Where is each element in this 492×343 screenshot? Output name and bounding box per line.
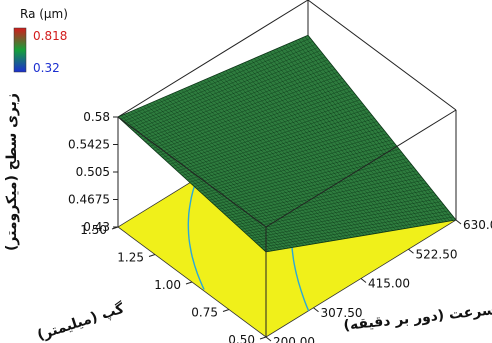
y-tick-label: 1.00 (154, 278, 181, 292)
y-tick-mark (222, 309, 230, 312)
box-edge-front-top-x (265, 109, 457, 228)
y-tick-label: 0.50 (228, 333, 255, 343)
y-tick-mark (259, 336, 267, 340)
y-tick-mark (185, 281, 193, 285)
legend: Ra (µm) 0.818 0.32 (13, 7, 68, 75)
box-edge-back-top (117, 0, 309, 118)
z-axis-title: زبری سطح (میکرومتر) (4, 93, 20, 251)
legend-max-label: 0.818 (33, 29, 67, 43)
y-axis-title: گپ (میلیمتر) (35, 299, 127, 343)
x-tick-mark (455, 219, 462, 225)
z-tick-label: 0.43 (83, 220, 110, 234)
x-axis-title: سرعت (دور بر دقیقه) (343, 302, 492, 334)
x-tick-label: 307.50 (321, 306, 363, 320)
z-tick-label: 0.58 (83, 110, 110, 124)
z-tick-label: 0.4675 (68, 193, 110, 207)
tick-marks: 200.00 307.50 415.00 522.50 630.00 0.50 0.75 1.… (68, 110, 492, 343)
y-tick-label: 1.50 (80, 223, 107, 237)
response-surface (117, 34, 457, 253)
x-tick-label: 522.50 (416, 247, 458, 261)
plot-box-front (117, 109, 457, 337)
x-tick-mark (360, 278, 367, 283)
x-tick-mark (408, 248, 414, 254)
z-tick-label: 0.5425 (68, 138, 110, 152)
surface-mesh-grid (120, 36, 454, 252)
x-tick-mark (313, 307, 319, 313)
x-tick-label: 415.00 (368, 277, 410, 291)
z-tick-label: 0.505 (76, 165, 110, 179)
x-tick-label: 630.00 (463, 218, 492, 232)
box-edge-right-top (307, 0, 457, 111)
x-tick-mark (265, 336, 272, 342)
legend-min-label: 0.32 (33, 61, 60, 75)
y-tick-mark (148, 254, 156, 257)
box-edge-front-top-y (117, 116, 267, 228)
floor-contour-line (187, 178, 205, 290)
y-tick-label: 0.75 (191, 306, 218, 320)
x-tick-label: 200.00 (273, 335, 315, 343)
y-tick-label: 1.25 (117, 251, 144, 265)
legend-title: Ra (µm) (20, 7, 68, 21)
legend-color-bar (13, 27, 27, 73)
